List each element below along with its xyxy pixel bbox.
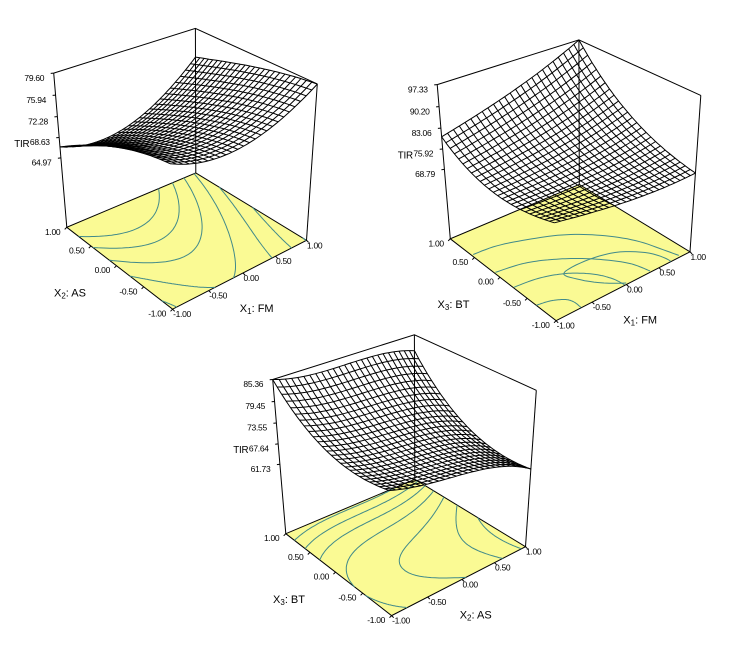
svg-text:0.50: 0.50	[288, 552, 304, 562]
svg-text:-1.00: -1.00	[392, 616, 410, 626]
svg-text:1.00: 1.00	[691, 252, 707, 262]
svg-text:X3: BT: X3: BT	[438, 299, 470, 312]
svg-text:0.00: 0.00	[95, 265, 111, 275]
svg-text:0.00: 0.00	[244, 273, 260, 283]
svg-text:0.50: 0.50	[276, 256, 292, 266]
svg-text:0.00: 0.00	[478, 277, 494, 287]
svg-text:79.45: 79.45	[245, 401, 265, 411]
svg-text:X2: AS: X2: AS	[54, 288, 86, 301]
svg-text:-0.50: -0.50	[593, 302, 611, 312]
svg-text:1.00: 1.00	[45, 227, 61, 237]
svg-text:-0.50: -0.50	[119, 286, 137, 296]
svg-text:68.63: 68.63	[30, 137, 50, 147]
svg-text:64.97: 64.97	[32, 158, 52, 168]
svg-text:TIR: TIR	[233, 445, 248, 456]
svg-text:1.00: 1.00	[307, 240, 323, 250]
svg-text:0.50: 0.50	[69, 246, 85, 256]
svg-text:1.00: 1.00	[264, 533, 280, 543]
svg-text:61.73: 61.73	[251, 464, 271, 474]
svg-text:73.55: 73.55	[247, 423, 267, 433]
svg-text:X3: BT: X3: BT	[273, 594, 305, 607]
svg-text:0.50: 0.50	[495, 563, 511, 573]
svg-text:85.36: 85.36	[243, 379, 263, 389]
svg-text:TIR: TIR	[398, 150, 413, 161]
svg-text:-0.50: -0.50	[428, 597, 446, 607]
svg-text:1.00: 1.00	[428, 238, 444, 248]
svg-text:-0.50: -0.50	[338, 593, 356, 603]
svg-text:90.20: 90.20	[410, 106, 430, 116]
svg-text:67.64: 67.64	[249, 444, 269, 454]
svg-text:-1.00: -1.00	[557, 321, 575, 331]
svg-text:0.50: 0.50	[453, 257, 469, 267]
svg-text:72.28: 72.28	[28, 116, 48, 126]
svg-text:0.00: 0.00	[627, 285, 643, 295]
svg-text:-1.00: -1.00	[532, 320, 550, 330]
svg-text:-1.00: -1.00	[148, 309, 166, 319]
svg-text:68.79: 68.79	[415, 169, 435, 179]
svg-text:TIR: TIR	[14, 139, 29, 150]
svg-text:-0.50: -0.50	[209, 291, 227, 301]
svg-text:-1.00: -1.00	[367, 615, 385, 625]
svg-text:0.00: 0.00	[463, 579, 479, 589]
svg-text:X1: FM: X1: FM	[240, 303, 274, 316]
svg-text:-1.00: -1.00	[173, 309, 191, 319]
svg-text:X1: FM: X1: FM	[623, 315, 657, 328]
svg-text:97.33: 97.33	[408, 84, 428, 94]
svg-text:X2: AS: X2: AS	[460, 609, 492, 622]
svg-text:1.00: 1.00	[526, 547, 542, 557]
svg-text:75.92: 75.92	[413, 149, 433, 159]
svg-text:75.94: 75.94	[26, 95, 46, 105]
svg-text:83.06: 83.06	[412, 128, 432, 138]
svg-text:0.50: 0.50	[660, 268, 676, 278]
svg-text:0.00: 0.00	[314, 572, 330, 582]
svg-text:79.60: 79.60	[24, 73, 44, 83]
svg-text:-0.50: -0.50	[503, 298, 521, 308]
